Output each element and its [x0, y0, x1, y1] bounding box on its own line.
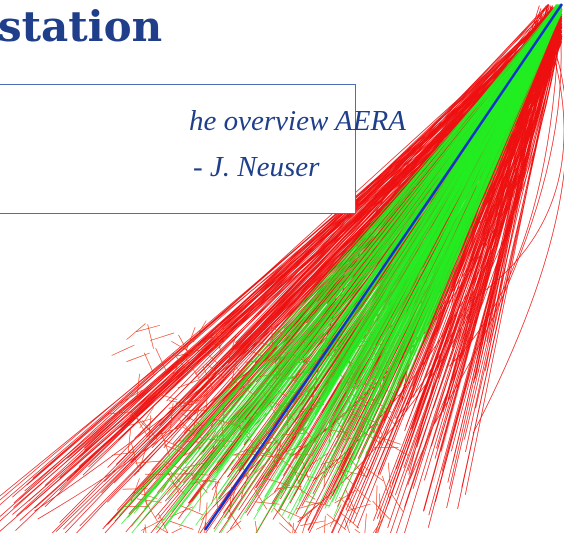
- page: station he overview AERA - J. Neuser (()…: [0, 0, 564, 533]
- red-fragment: [292, 523, 294, 533]
- note-line: - J. Neuser: [193, 151, 319, 184]
- red-fragment: [144, 353, 154, 376]
- red-fragment: [145, 501, 158, 522]
- red-fragment: [364, 514, 366, 533]
- red-fragment: [388, 463, 390, 488]
- note-line: he overview AERA: [189, 105, 406, 138]
- red-fragment: [135, 461, 160, 463]
- red-fragment: [340, 512, 359, 528]
- red-fragment: [376, 485, 377, 510]
- red-fragment: [112, 345, 135, 355]
- slide-title: station: [0, 2, 162, 51]
- red-fragment: [126, 323, 145, 339]
- red-fragment: [371, 520, 382, 533]
- red-fragment: [145, 524, 148, 533]
- red-fragment: [324, 516, 325, 533]
- red-fragment: [150, 333, 174, 341]
- shower-image: [0, 0, 564, 533]
- note-box: he overview AERA - J. Neuser: [0, 84, 356, 214]
- red-fragment: [380, 494, 381, 519]
- red-fragment: [159, 528, 181, 533]
- red-fragment: [289, 522, 303, 533]
